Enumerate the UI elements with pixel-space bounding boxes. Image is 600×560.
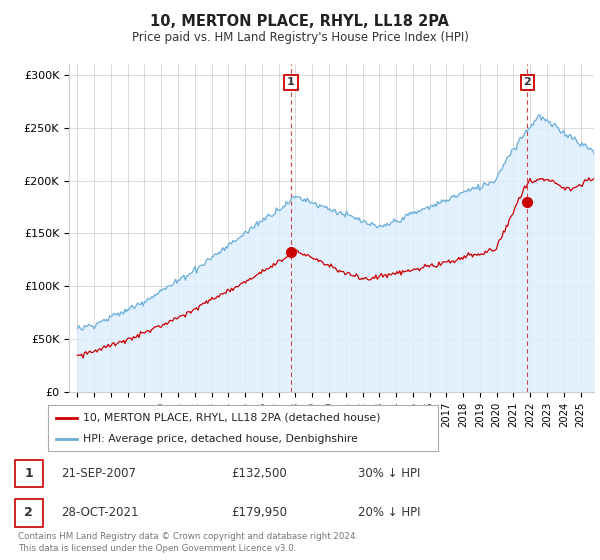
- Text: 1: 1: [25, 466, 33, 479]
- Text: 2: 2: [524, 77, 531, 87]
- Text: 30% ↓ HPI: 30% ↓ HPI: [358, 466, 420, 479]
- Text: 20% ↓ HPI: 20% ↓ HPI: [358, 506, 420, 519]
- Text: 10, MERTON PLACE, RHYL, LL18 2PA: 10, MERTON PLACE, RHYL, LL18 2PA: [151, 14, 449, 29]
- Text: £179,950: £179,950: [231, 506, 287, 519]
- Text: 10, MERTON PLACE, RHYL, LL18 2PA (detached house): 10, MERTON PLACE, RHYL, LL18 2PA (detach…: [83, 413, 380, 423]
- Text: Contains HM Land Registry data © Crown copyright and database right 2024.
This d: Contains HM Land Registry data © Crown c…: [18, 532, 358, 553]
- Text: 28-OCT-2021: 28-OCT-2021: [61, 506, 139, 519]
- Text: 1: 1: [287, 77, 295, 87]
- Text: 2: 2: [25, 506, 33, 519]
- Text: HPI: Average price, detached house, Denbighshire: HPI: Average price, detached house, Denb…: [83, 435, 358, 444]
- Text: 21-SEP-2007: 21-SEP-2007: [61, 466, 136, 479]
- Text: £132,500: £132,500: [231, 466, 287, 479]
- Text: Price paid vs. HM Land Registry's House Price Index (HPI): Price paid vs. HM Land Registry's House …: [131, 31, 469, 44]
